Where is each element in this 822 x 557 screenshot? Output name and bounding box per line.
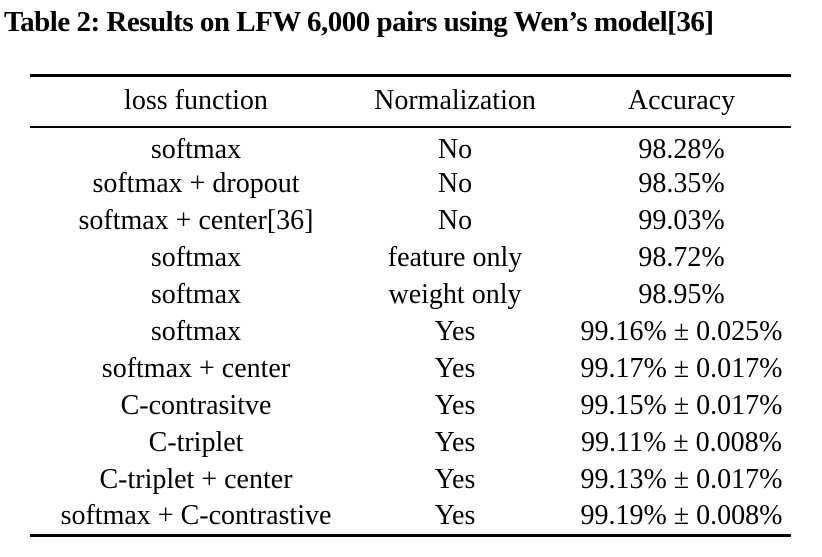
- table-row: softmax + center[36] No 99.03%: [30, 203, 791, 240]
- accuracy-cell: 99.11% ± 0.008%: [581, 427, 782, 458]
- accuracy-cell: 98.28%: [638, 133, 725, 165]
- accuracy-cell: 99.13% ± 0.017%: [580, 464, 783, 495]
- loss-function-cell: softmax + center[36]: [78, 205, 314, 236]
- loss-function-cell: C-triplet: [148, 427, 244, 458]
- accuracy-cell: 98.72%: [638, 242, 725, 273]
- normalization-cell: feature only: [387, 242, 523, 273]
- normalization-cell: Yes: [434, 353, 476, 384]
- table-caption: Table 2: Results on LFW 6,000 pairs usin…: [4, 6, 714, 38]
- table-row: C-triplet + center Yes 99.13% ± 0.017%: [30, 462, 791, 499]
- loss-function-cell: C-contrasitve: [120, 390, 272, 421]
- column-header-normalization: Normalization: [362, 75, 548, 128]
- loss-function-cell: softmax: [150, 279, 242, 310]
- normalization-cell: Yes: [434, 500, 476, 532]
- normalization-cell: No: [437, 205, 473, 236]
- header-row: loss function Normalization Accuracy: [30, 75, 791, 128]
- loss-function-cell: softmax: [150, 316, 242, 347]
- loss-function-cell: softmax: [150, 133, 242, 165]
- accuracy-cell: 98.95%: [638, 279, 725, 310]
- accuracy-cell: 98.35%: [638, 168, 725, 199]
- normalization-cell: weight only: [388, 279, 522, 310]
- normalization-cell: Yes: [434, 316, 476, 347]
- normalization-cell: Yes: [434, 427, 476, 458]
- loss-function-cell: softmax + C-contrastive: [60, 500, 332, 532]
- table-row: softmax weight only 98.95%: [30, 277, 791, 314]
- table-row: C-triplet Yes 99.11% ± 0.008%: [30, 425, 791, 462]
- loss-function-cell: softmax + center: [101, 353, 291, 384]
- loss-function-cell: softmax: [150, 242, 242, 273]
- results-table: loss function Normalization Accuracy sof…: [30, 74, 791, 537]
- table-row: softmax + C-contrastive Yes 99.19% ± 0.0…: [30, 499, 791, 536]
- accuracy-cell: 99.16% ± 0.025%: [580, 316, 783, 347]
- table-row: softmax feature only 98.72%: [30, 240, 791, 277]
- table-row: softmax No 98.28%: [30, 127, 791, 166]
- column-header-loss-function: loss function: [30, 75, 362, 128]
- accuracy-cell: 99.15% ± 0.017%: [580, 390, 783, 421]
- loss-function-cell: C-triplet + center: [99, 464, 293, 495]
- loss-function-cell: softmax + dropout: [92, 168, 300, 199]
- normalization-cell: No: [437, 168, 473, 199]
- column-header-accuracy: Accuracy: [548, 75, 791, 128]
- table-row: C-contrasitve Yes 99.15% ± 0.017%: [30, 388, 791, 425]
- table-row: softmax Yes 99.16% ± 0.025%: [30, 314, 791, 351]
- normalization-cell: Yes: [434, 390, 476, 421]
- accuracy-cell: 99.19% ± 0.008%: [580, 500, 783, 532]
- normalization-cell: No: [437, 133, 473, 165]
- accuracy-cell: 99.17% ± 0.017%: [580, 353, 783, 384]
- accuracy-cell: 99.03%: [638, 205, 725, 236]
- table-row: softmax + center Yes 99.17% ± 0.017%: [30, 351, 791, 388]
- table-row: softmax + dropout No 98.35%: [30, 166, 791, 203]
- normalization-cell: Yes: [434, 464, 476, 495]
